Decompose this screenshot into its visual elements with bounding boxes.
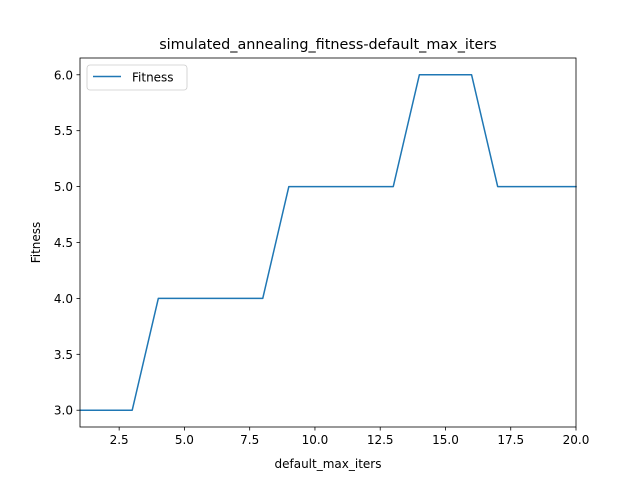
x-tick-label: 2.5 bbox=[110, 433, 129, 447]
legend-label-fitness: Fitness bbox=[132, 71, 174, 85]
x-axis-label: default_max_iters bbox=[275, 457, 382, 471]
legend: Fitness bbox=[86, 64, 188, 91]
x-tick-label: 17.5 bbox=[497, 433, 524, 447]
x-tick-label: 10.0 bbox=[302, 433, 329, 447]
legend-box bbox=[86, 64, 188, 91]
x-tick-label: 15.0 bbox=[432, 433, 459, 447]
x-tick-label: 7.5 bbox=[240, 433, 259, 447]
x-tick-label: 20.0 bbox=[563, 433, 590, 447]
chart-title: simulated_annealing_fitness-default_max_… bbox=[159, 37, 497, 53]
y-tick-label: 3.0 bbox=[54, 404, 73, 418]
y-tick-label: 4.0 bbox=[54, 292, 73, 306]
x-tick-label: 12.5 bbox=[367, 433, 394, 447]
y-axis: 3.0 3.5 4.0 4.5 5.0 5.5 6.0 bbox=[54, 68, 80, 418]
y-tick-label: 5.5 bbox=[54, 124, 73, 138]
series-line-fitness bbox=[79, 74, 577, 411]
axes-frame bbox=[79, 57, 577, 428]
y-axis-label: Fitness bbox=[29, 222, 43, 264]
plot-area bbox=[80, 58, 576, 427]
x-tick-label: 5.0 bbox=[175, 433, 194, 447]
y-tick-label: 6.0 bbox=[54, 68, 73, 82]
y-tick-label: 4.5 bbox=[54, 236, 73, 250]
plot-background bbox=[80, 58, 576, 427]
series-layer bbox=[79, 74, 577, 411]
y-tick-label: 5.0 bbox=[54, 180, 73, 194]
x-axis: 2.5 5.0 7.5 10.0 12.5 15.0 17.5 20.0 bbox=[110, 427, 590, 447]
y-tick-label: 3.5 bbox=[54, 348, 73, 362]
